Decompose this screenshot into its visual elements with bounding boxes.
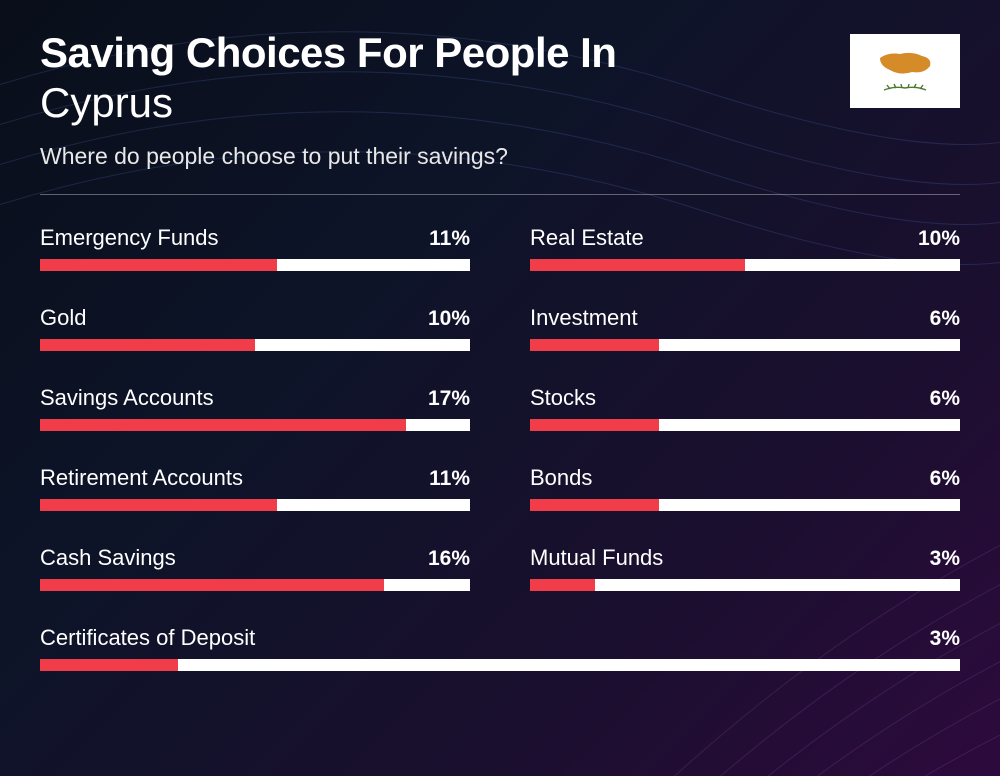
bar-item: Stocks 6%: [530, 385, 960, 431]
bar-label: Gold: [40, 305, 86, 331]
bar-label: Bonds: [530, 465, 592, 491]
bar-label: Cash Savings: [40, 545, 176, 571]
bar-value: 11%: [429, 227, 470, 251]
infographic-content: Saving Choices For People In Cyprus Wher…: [0, 0, 1000, 711]
title-prefix: Saving Choices For People In: [40, 30, 850, 76]
bar-track: [530, 339, 960, 351]
bar-fill: [530, 579, 595, 591]
bar-label: Stocks: [530, 385, 596, 411]
bar-label: Real Estate: [530, 225, 644, 251]
bar-item: Mutual Funds 3%: [530, 545, 960, 591]
bar-item-head: Retirement Accounts 11%: [40, 465, 470, 491]
bar-item: Bonds 6%: [530, 465, 960, 511]
bar-track: [40, 579, 470, 591]
bar-value: 6%: [930, 307, 960, 331]
bar-fill: [530, 499, 659, 511]
subtitle: Where do people choose to put their savi…: [40, 143, 850, 170]
bar-fill: [530, 339, 659, 351]
bar-item-head: Savings Accounts 17%: [40, 385, 470, 411]
bar-value: 6%: [930, 387, 960, 411]
bar-value: 17%: [428, 387, 470, 411]
bar-label: Emergency Funds: [40, 225, 219, 251]
header: Saving Choices For People In Cyprus Wher…: [40, 30, 960, 170]
bar-item: Retirement Accounts 11%: [40, 465, 470, 511]
bar-track: [40, 659, 960, 671]
bar-item-head: Gold 10%: [40, 305, 470, 331]
bar-track: [530, 259, 960, 271]
bar-track: [530, 419, 960, 431]
bar-value: 11%: [429, 467, 470, 491]
bar-value: 6%: [930, 467, 960, 491]
bar-fill: [40, 659, 178, 671]
bar-track: [40, 339, 470, 351]
bar-track: [40, 419, 470, 431]
bar-item-head: Investment 6%: [530, 305, 960, 331]
title-country: Cyprus: [40, 78, 850, 128]
bar-item-head: Bonds 6%: [530, 465, 960, 491]
bar-value: 3%: [930, 547, 960, 571]
bar-label: Investment: [530, 305, 638, 331]
bar-label: Savings Accounts: [40, 385, 214, 411]
bar-item-head: Certificates of Deposit 3%: [40, 625, 960, 651]
bar-value: 3%: [930, 627, 960, 651]
bar-item-head: Real Estate 10%: [530, 225, 960, 251]
divider: [40, 194, 960, 195]
bar-item: Emergency Funds 11%: [40, 225, 470, 271]
bar-fill: [40, 419, 406, 431]
title-block: Saving Choices For People In Cyprus Wher…: [40, 30, 850, 170]
bar-fill: [40, 339, 255, 351]
bars-grid: Emergency Funds 11% Real Estate 10% Gold 10% I…: [40, 225, 960, 671]
bar-label: Certificates of Deposit: [40, 625, 255, 651]
bar-track: [40, 259, 470, 271]
bar-item: Real Estate 10%: [530, 225, 960, 271]
bar-item: Cash Savings 16%: [40, 545, 470, 591]
bar-item-head: Mutual Funds 3%: [530, 545, 960, 571]
bar-label: Retirement Accounts: [40, 465, 243, 491]
bar-fill: [40, 579, 384, 591]
bar-item: Savings Accounts 17%: [40, 385, 470, 431]
bar-value: 16%: [428, 547, 470, 571]
bar-fill: [530, 419, 659, 431]
bar-label: Mutual Funds: [530, 545, 663, 571]
bar-item: Certificates of Deposit 3%: [40, 625, 960, 671]
bar-value: 10%: [428, 307, 470, 331]
bar-item-head: Cash Savings 16%: [40, 545, 470, 571]
bar-item: Investment 6%: [530, 305, 960, 351]
country-flag-icon: [850, 34, 960, 108]
bar-fill: [40, 499, 277, 511]
bar-item-head: Emergency Funds 11%: [40, 225, 470, 251]
bar-item: Gold 10%: [40, 305, 470, 351]
bar-track: [530, 499, 960, 511]
bar-track: [530, 579, 960, 591]
bar-fill: [40, 259, 277, 271]
bar-fill: [530, 259, 745, 271]
bar-value: 10%: [918, 227, 960, 251]
bar-track: [40, 499, 470, 511]
bar-item-head: Stocks 6%: [530, 385, 960, 411]
